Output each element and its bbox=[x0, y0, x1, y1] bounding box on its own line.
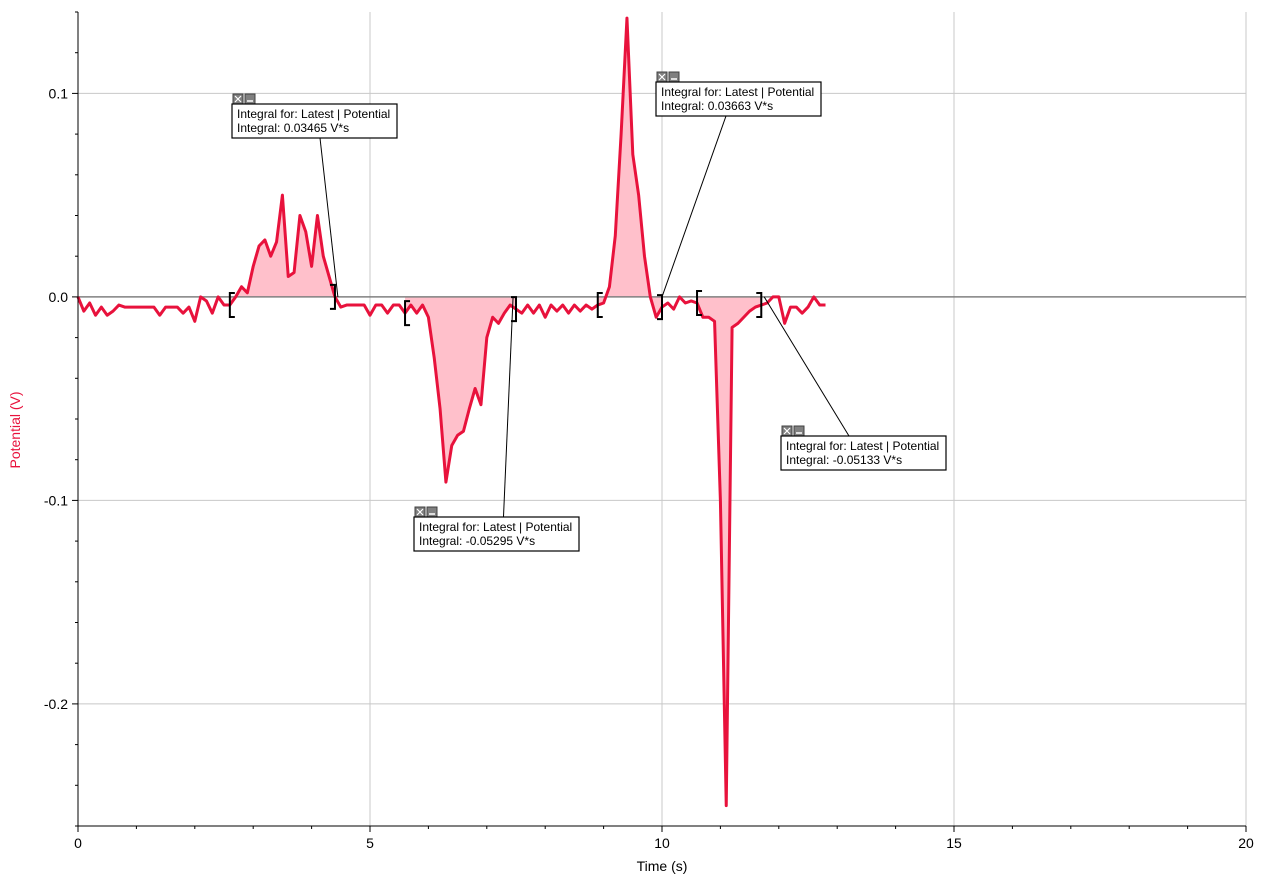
integral-right-bracket[interactable] bbox=[329, 283, 336, 310]
annotation-leader-line bbox=[763, 296, 850, 437]
close-x-glyph bbox=[234, 95, 242, 103]
annotation-leader-line bbox=[319, 137, 339, 297]
integral-annotation[interactable]: Integral for: Latest | PotentialIntegral… bbox=[655, 71, 822, 298]
annotation-title: Integral for: Latest | Potential bbox=[661, 85, 814, 99]
close-x-glyph bbox=[783, 427, 791, 435]
annotation-title: Integral for: Latest | Potential bbox=[786, 439, 939, 453]
annotation-leader-line bbox=[661, 115, 727, 298]
integral-annotation[interactable]: Integral for: Latest | PotentialIntegral… bbox=[413, 296, 580, 552]
integral-annotation[interactable]: Integral for: Latest | PotentialIntegral… bbox=[231, 93, 398, 297]
gridlines bbox=[78, 12, 1247, 826]
y-tick-label: -0.1 bbox=[44, 492, 68, 508]
series-line bbox=[76, 16, 826, 808]
annotation-value: Integral: -0.05133 V*s bbox=[786, 453, 902, 467]
series-layer bbox=[76, 16, 826, 808]
y-tick-label: 0.0 bbox=[49, 289, 69, 305]
close-x-glyph bbox=[416, 508, 424, 516]
integral-left-bracket[interactable] bbox=[696, 290, 703, 317]
x-tick-label: 5 bbox=[366, 835, 374, 851]
x-tick-label: 20 bbox=[1238, 835, 1254, 851]
annotation-value: Integral: 0.03465 V*s bbox=[237, 121, 349, 135]
integral-fill bbox=[229, 195, 335, 306]
integral-left-bracket[interactable] bbox=[596, 292, 603, 319]
annotation-value: Integral: -0.05295 V*s bbox=[419, 534, 535, 548]
close-x-glyph bbox=[658, 73, 666, 81]
x-tick-label: 15 bbox=[946, 835, 962, 851]
integral-right-bracket[interactable] bbox=[756, 292, 763, 319]
integral-fill bbox=[597, 18, 662, 318]
minimize-icon[interactable] bbox=[426, 506, 438, 518]
annotation-title: Integral for: Latest | Potential bbox=[237, 107, 390, 121]
annotation-title: Integral for: Latest | Potential bbox=[419, 520, 572, 534]
integral-annotations[interactable]: Integral for: Latest | PotentialIntegral… bbox=[231, 71, 947, 552]
integral-left-bracket[interactable] bbox=[404, 300, 411, 327]
y-tick-label: 0.1 bbox=[49, 85, 69, 101]
integral-annotation[interactable]: Integral for: Latest | PotentialIntegral… bbox=[763, 296, 947, 471]
axes bbox=[72, 11, 1247, 832]
annotation-box bbox=[655, 81, 822, 117]
annotation-box bbox=[231, 103, 398, 139]
integral-right-bracket[interactable] bbox=[657, 294, 663, 321]
x-axis-label: Time (s) bbox=[637, 858, 688, 874]
annotation-box bbox=[413, 516, 580, 552]
y-axis-label: Potential (V) bbox=[7, 391, 23, 468]
annotation-leader-line bbox=[501, 296, 514, 552]
y-tick-label: -0.2 bbox=[44, 696, 68, 712]
integral-left-bracket[interactable] bbox=[228, 292, 235, 319]
minimize-icon[interactable] bbox=[244, 93, 256, 105]
tick-labels: 0 5 10 15 20 0.1 0.0 -0.1 -0.2 bbox=[44, 85, 1254, 851]
x-tick-label: 0 bbox=[74, 835, 82, 851]
annotation-value: Integral: 0.03663 V*s bbox=[661, 99, 773, 113]
minimize-icon[interactable] bbox=[793, 425, 805, 437]
annotation-box bbox=[780, 435, 947, 471]
x-tick-label: 10 bbox=[654, 835, 670, 851]
minimize-icon[interactable] bbox=[668, 71, 680, 83]
